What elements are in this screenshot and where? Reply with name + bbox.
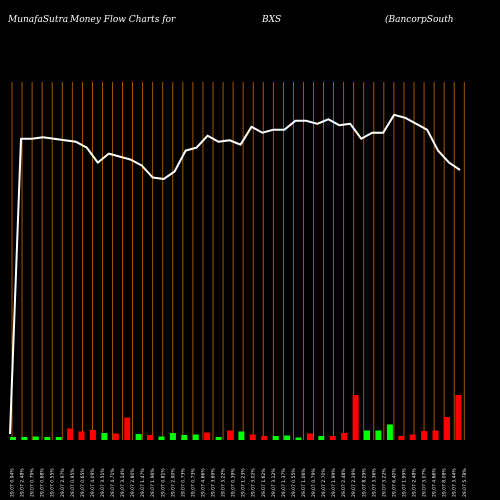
x-tick-label: 29.07 2.19% (351, 468, 357, 497)
x-tick-label: 29.07 1.23% (241, 468, 247, 497)
money-flow-bar (67, 428, 74, 440)
money-flow-bar (10, 437, 16, 440)
money-flow-bar (375, 430, 382, 440)
money-flow-bar (158, 436, 165, 440)
x-tick-label: 29.07 0.55% (50, 468, 56, 497)
x-tick-label: 29.07 3.44% (452, 468, 458, 497)
x-tick-label: 29.07 0.95% (70, 468, 76, 497)
money-flow-bar (261, 436, 268, 440)
x-tick-label: 29.07 0.73% (180, 468, 186, 497)
x-tick-label: 29.07 3.69% (211, 468, 217, 497)
money-flow-bar (215, 437, 222, 440)
money-flow-bar (364, 430, 370, 440)
x-tick-label: 29.07 4.66% (432, 468, 438, 497)
x-tick-label: 29.07 3.07% (422, 468, 428, 497)
money-flow-bars (10, 395, 462, 440)
money-flow-bar (112, 433, 119, 440)
x-tick-label: 29.07 0.79% (311, 468, 317, 497)
money-flow-bar (432, 430, 439, 440)
x-tick-label: 29.07 2.97% (60, 468, 66, 497)
x-tick-label: 29.07 2.70% (321, 468, 327, 497)
money-flow-bar (318, 436, 325, 440)
x-tick-label: 29.07 8.08% (442, 468, 448, 497)
x-tick-label: 29.07 1.37% (281, 468, 287, 497)
x-tick-label: 29.07 1.62% (261, 468, 267, 497)
gridlines (11, 82, 465, 440)
x-tick-label: 29.07 4.09% (90, 468, 96, 497)
x-tick-label: 29.07 3.51% (100, 468, 106, 497)
money-flow-bar (272, 436, 279, 440)
x-tick-label: 29.07 0.55% (291, 468, 297, 497)
x-tick-label: 29.07 0.68% (40, 468, 46, 497)
money-flow-bar (284, 435, 291, 440)
x-tick-label: 29.07 6.40% (391, 468, 397, 497)
money-flow-bar (181, 435, 188, 440)
money-flow-bar (44, 437, 51, 440)
money-flow-bar (89, 430, 96, 440)
money-flow-bar (135, 434, 142, 440)
x-tick-label: 29.07 8.29% (361, 468, 367, 497)
x-tick-label: 29.07 2.48% (341, 468, 347, 497)
money-flow-bar (124, 417, 131, 440)
x-tick-label: 29.07 1.99% (401, 468, 407, 497)
money-flow-bar (341, 433, 348, 440)
x-tick-label: 29.07 0.81% (160, 468, 166, 497)
x-tick-label: 29.07 2.80% (130, 468, 136, 497)
x-tick-label: 29.07 0.79% (30, 468, 36, 497)
x-tick-label: 29.07 1.47% (140, 468, 146, 497)
x-tick-label: 29.07 3.14% (120, 468, 126, 497)
money-flow-bar (169, 433, 176, 440)
money-flow-bar (78, 431, 85, 440)
x-tick-label: 29.07 1.96% (150, 468, 156, 497)
money-flow-bar (329, 436, 336, 440)
x-tick-label: 29.07 1.99% (331, 468, 337, 497)
x-tick-label: 29.07 3.22% (381, 468, 387, 497)
money-flow-bar (409, 434, 416, 440)
header-source: MunafaSutra (7, 15, 68, 25)
money-flow-bar (21, 437, 28, 440)
x-tick-label: 29.07 2.48% (20, 468, 26, 497)
money-flow-bar (455, 395, 462, 440)
x-tick-label: 29.07 2.90% (170, 468, 176, 497)
money-flow-bar (398, 436, 405, 440)
x-tick-label: 29.07 3.22% (221, 468, 227, 497)
money-flow-bar (352, 395, 359, 440)
money-flow-bar (204, 432, 211, 440)
x-tick-label: 29.07 0.94% (10, 468, 16, 497)
header-title: Money Flow Charts for (69, 15, 176, 25)
money-flow-bar (32, 436, 39, 440)
x-tick-label: 29.07 0.65% (80, 468, 86, 497)
money-flow-bar (421, 431, 428, 440)
x-tick-label: 29.07 2.48% (412, 468, 418, 497)
money-flow-bar (295, 437, 302, 440)
money-flow-bar (306, 433, 313, 440)
x-tick-label: 29.07 3.36% (371, 468, 377, 497)
money-flow-bar (101, 433, 108, 440)
money-flow-bar (55, 437, 62, 440)
money-flow-bar (192, 434, 199, 440)
money-flow-bar (147, 435, 153, 440)
money-flow-bar (386, 424, 393, 440)
x-tick-label: 29.07 4.66% (200, 468, 206, 497)
x-tick-label: 29.07 3.12% (271, 468, 277, 497)
money-flow-bar (444, 417, 450, 440)
x-tick-label: 29.07 1.06% (301, 468, 307, 497)
money-flow-bar (238, 431, 245, 440)
x-tick-label: 29.07 3.02% (251, 468, 257, 497)
x-tick-label: 29.07 5.78% (462, 468, 468, 497)
x-tick-label: 29.07 4.71% (110, 468, 116, 497)
money-flow-bar (227, 430, 233, 440)
header-company: (BancorpSouth (385, 14, 454, 25)
price-line (9, 113, 461, 435)
header-ticker: BXS (261, 15, 281, 25)
money-flow-bar (249, 434, 256, 440)
x-tick-labels: 29.07 0.94% 29.07 2.48% 29.07 0.79% 29.07 0… (10, 468, 468, 497)
x-tick-label: 29.07 0.73% (190, 468, 196, 497)
x-tick-label: 29.07 0.39% (231, 468, 237, 497)
